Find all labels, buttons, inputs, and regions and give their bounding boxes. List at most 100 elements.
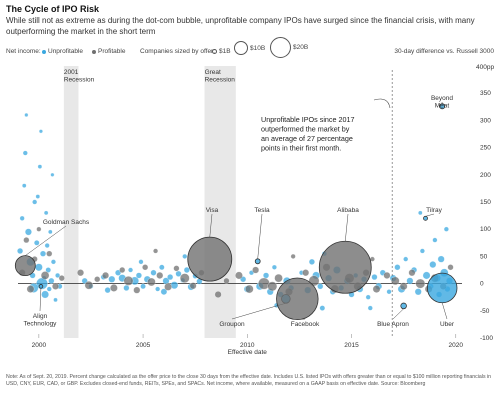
scatter-point (77, 269, 84, 277)
y-tick-label: 150 (480, 199, 491, 206)
labeled-point (276, 277, 319, 321)
legend-net-income: Net income: (6, 48, 41, 55)
scatter-point (189, 282, 197, 290)
scatter-point (419, 248, 425, 254)
scatter-point (372, 285, 381, 293)
scatter-point (235, 271, 243, 280)
point-leader-line (257, 213, 263, 259)
legend-unprofitable: Unprofitable (42, 48, 83, 55)
point-leader-line (209, 213, 213, 238)
annotation-arrow (373, 98, 391, 109)
scatter-point (40, 271, 50, 280)
legend-size-1b-label: $1B (219, 48, 231, 55)
x-axis-label: Effective date (228, 349, 268, 356)
labeled-point (318, 240, 372, 294)
scatter-point (167, 274, 174, 281)
chart-title: The Cycle of IPO Risk (6, 4, 100, 14)
legend-profitable-label: Profitable (98, 48, 126, 55)
y-tick-label: 350 (480, 90, 491, 97)
point-leader-line (425, 213, 435, 217)
annotation-text: outperformed the market by (261, 125, 350, 134)
scatter-point (317, 283, 324, 290)
y-tick-label: 250 (480, 145, 491, 152)
scatter-point (102, 272, 109, 279)
legend-size-label: Companies sized by offer: (140, 48, 216, 55)
scatter-point (443, 226, 449, 232)
scatter-point (371, 274, 378, 281)
legend-size-20b-label: $20B (293, 44, 309, 51)
scatter-point (44, 243, 50, 248)
chart-legend: Net income: Unprofitable Profitable Comp… (6, 37, 496, 68)
scatter-point (159, 264, 165, 271)
footnote: Note: As of Sept. 20, 2019. Percent chan… (6, 374, 492, 387)
scatter-point (147, 277, 156, 287)
scatter-point (155, 286, 161, 292)
scatter-point (123, 276, 134, 286)
y-tick-label: -50 (480, 308, 490, 315)
scatter-point (128, 267, 134, 273)
point-leader-line (297, 318, 306, 320)
scatter-point (403, 256, 409, 262)
scatter-point (150, 269, 157, 276)
scatter-point (50, 172, 55, 177)
labeled-point (400, 302, 407, 310)
profitable-dot-icon (92, 49, 96, 54)
scatter-point (386, 289, 392, 295)
scatter-point (123, 284, 130, 291)
y-axis-note: 30-day difference vs. Russell 3000 (394, 48, 494, 55)
scatter-point (263, 272, 270, 279)
scatter-point (160, 288, 168, 295)
scatter-point (36, 226, 42, 232)
recession-label: Great (205, 69, 221, 76)
x-tick-label: 2005 (136, 342, 151, 349)
scatter-point (40, 250, 47, 257)
recession-label: 2001 (64, 69, 79, 76)
scatter-point (365, 294, 371, 300)
point-label: Technology (24, 321, 58, 328)
scatter-point (108, 275, 116, 283)
scatter-point (432, 237, 438, 243)
scatter-point (24, 228, 32, 236)
point-label: Uber (440, 321, 455, 328)
annotation-text: Unprofitable IPOs since 2017 (261, 115, 355, 124)
scatter-point (84, 281, 94, 290)
scatter-point (35, 263, 43, 272)
x-tick-label: 2010 (240, 342, 255, 349)
scatter-point (173, 265, 180, 272)
scatter-point (41, 290, 49, 299)
scatter-point (119, 267, 126, 273)
scatter-point (115, 269, 122, 276)
unprofitable-dot-icon (42, 49, 46, 54)
y-tick-label: 100 (480, 226, 491, 233)
x-tick-label: 2000 (32, 342, 47, 349)
legend-size-10b: $10B (234, 41, 265, 55)
legend-size-10b-label: $10B (250, 44, 266, 52)
scatter-point (406, 277, 414, 285)
scatter-point (32, 199, 38, 205)
legend-unprofitable-label: Unprofitable (48, 48, 84, 55)
scatter-point (46, 250, 53, 257)
scatter-point (22, 183, 27, 188)
scatter-point (156, 272, 164, 279)
scatter-point (271, 264, 277, 270)
labeled-point (14, 255, 36, 277)
scatter-point (290, 253, 296, 259)
scatter-plot: 2001RecessionGreatRecession-100-50050100… (14, 64, 494, 356)
recession-band (63, 66, 79, 338)
labeled-point (187, 236, 233, 282)
scatter-point (391, 276, 400, 286)
point-leader-line (345, 213, 349, 242)
scatter-point (55, 272, 61, 278)
labeled-point (254, 258, 261, 265)
scatter-point (245, 284, 254, 294)
y-tick-label: 50 (480, 253, 488, 260)
size-20b-circle-icon (270, 37, 291, 58)
annotation-text: an average of 27 percentage (261, 134, 353, 143)
scatter-point (53, 297, 58, 303)
legend-profitable: Profitable (92, 48, 125, 55)
legend-net-income-label: Net income: (6, 48, 41, 55)
scatter-point (50, 259, 56, 265)
y-tick-label: -100 (480, 335, 493, 342)
scatter-point (46, 286, 52, 292)
scatter-point (153, 248, 159, 254)
